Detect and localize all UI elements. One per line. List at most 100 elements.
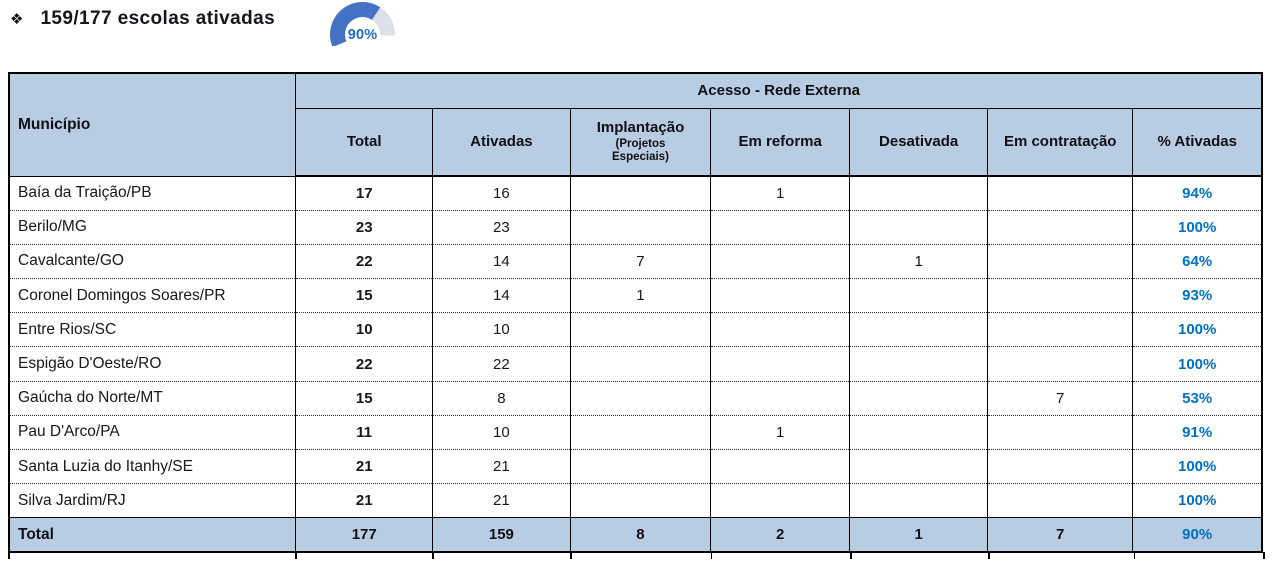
table-row: Santa Luzia do Itanhy/SE 21 21 100%: [8, 448, 1263, 484]
cell-total: 22: [295, 346, 433, 382]
cell-ativadas: 10: [431, 312, 571, 347]
cell-municipio: Entre Rios/SC: [8, 312, 297, 347]
total-cell-municipio: Total: [8, 517, 297, 552]
cell-desativada: [849, 483, 989, 518]
cell-municipio: Berilo/MG: [8, 209, 297, 245]
cell-em-reforma: [710, 312, 851, 347]
activation-gauge: 90%: [328, 0, 398, 46]
header-pct-ativadas: % Ativadas: [1132, 107, 1263, 177]
table-row: Coronel Domingos Soares/PR 15 14 1 93%: [8, 278, 1263, 313]
cell-ativadas: 14: [431, 278, 571, 313]
border-stub: [1133, 552, 1136, 559]
cell-total: 15: [295, 278, 433, 313]
page-title: 159/177 escolas ativadas: [40, 8, 276, 29]
title-row: ❖ 159/177 escolas ativadas: [10, 8, 275, 30]
cell-pct: 91%: [1132, 414, 1263, 450]
cell-ativadas: 14: [431, 243, 571, 279]
cell-em-contratacao: [987, 483, 1134, 518]
cell-desativada: [849, 176, 989, 211]
cell-implantacao: 7: [569, 243, 712, 279]
cell-em-contratacao: [987, 346, 1134, 382]
table-row: Espigão D'Oeste/RO 22 22 100%: [8, 346, 1263, 382]
cell-municipio: Espigão D'Oeste/RO: [8, 346, 297, 382]
cell-total: 15: [295, 380, 433, 416]
cell-pct: 100%: [1132, 209, 1263, 245]
cell-em-contratacao: [987, 448, 1134, 484]
table-foot: Total 177 159 8 2 1 7 90%: [8, 517, 1263, 552]
header-em-contratacao: Em contratação: [987, 107, 1134, 177]
cell-em-contratacao: [987, 312, 1134, 347]
border-stub: [570, 552, 572, 559]
cell-municipio: Baía da Traição/PB: [8, 176, 297, 211]
cell-implantacao: [569, 209, 712, 245]
header-em-reforma: Em reforma: [710, 107, 851, 177]
cell-em-reforma: [710, 380, 851, 416]
cell-pct: 94%: [1132, 176, 1263, 211]
group-header-row: Município Acesso - Rede Externa: [8, 72, 1263, 177]
header-ativadas: Ativadas: [431, 107, 571, 177]
cell-ativadas: 21: [431, 448, 571, 484]
cell-implantacao: [569, 176, 712, 211]
total-cell-desativada: 1: [849, 517, 989, 552]
cell-total: 11: [295, 414, 433, 450]
cell-total: 17: [295, 176, 433, 211]
cell-implantacao: [569, 312, 712, 347]
border-stub: [295, 552, 297, 559]
table-row: Cavalcante/GO 22 14 7 1 64%: [8, 243, 1263, 279]
cell-em-contratacao: [987, 243, 1134, 279]
cell-desativada: [849, 209, 989, 245]
cell-total: 22: [295, 243, 433, 279]
cell-pct: 100%: [1132, 483, 1263, 518]
cell-implantacao: [569, 414, 712, 450]
total-cell-em-reforma: 2: [710, 517, 851, 552]
total-cell-implantacao: 8: [569, 517, 712, 552]
cell-implantacao: [569, 483, 712, 518]
cell-desativada: [849, 312, 989, 347]
cell-em-contratacao: [987, 414, 1134, 450]
cell-desativada: [849, 448, 989, 484]
table-row: Entre Rios/SC 10 10 100%: [8, 312, 1263, 347]
total-cell-em-contratacao: 7: [987, 517, 1134, 552]
total-row: Total 177 159 8 2 1 7 90%: [8, 517, 1263, 552]
cell-desativada: [849, 414, 989, 450]
cell-pct: 100%: [1132, 346, 1263, 382]
cell-implantacao: [569, 380, 712, 416]
cell-em-contratacao: [987, 176, 1134, 211]
cell-pct: 53%: [1132, 380, 1263, 416]
cell-implantacao: 1: [569, 278, 712, 313]
border-stub: [710, 552, 713, 559]
table-bottom-stubs: [8, 552, 1265, 559]
cell-total: 10: [295, 312, 433, 347]
table-row: Baía da Traição/PB 17 16 1 94%: [8, 176, 1263, 211]
header-desativada: Desativada: [849, 107, 989, 177]
header-implantacao-main: Implantação: [596, 119, 685, 137]
table-row: Silva Jardim/RJ 21 21 100%: [8, 483, 1263, 518]
cell-em-reforma: [710, 278, 851, 313]
gauge-value: 90%: [347, 26, 378, 43]
cell-municipio: Coronel Domingos Soares/PR: [8, 278, 297, 313]
cell-desativada: 1: [849, 243, 989, 279]
cell-em-reforma: [710, 243, 851, 279]
cell-em-reforma: 1: [710, 176, 851, 211]
cell-municipio: Pau D'Arco/PA: [8, 414, 297, 450]
table-body: Baía da Traição/PB 17 16 1 94% Berilo/MG 23 23 1…: [8, 176, 1263, 518]
cell-desativada: [849, 380, 989, 416]
cell-desativada: [849, 278, 989, 313]
header-total: Total: [295, 107, 433, 177]
header-acesso-rede-externa: Acesso - Rede Externa: [295, 72, 1263, 109]
schools-table: Município Acesso - Rede Externa Total At…: [8, 72, 1263, 553]
border-stub: [1263, 552, 1265, 559]
cell-total: 21: [295, 483, 433, 518]
cell-em-reforma: 1: [710, 414, 851, 450]
cell-municipio: Santa Luzia do Itanhy/SE: [8, 448, 297, 484]
cell-em-contratacao: 7: [987, 380, 1134, 416]
cell-ativadas: 21: [431, 483, 571, 518]
table-row: Berilo/MG 23 23 100%: [8, 209, 1263, 245]
border-stub: [988, 552, 990, 559]
cell-em-reforma: [710, 483, 851, 518]
cell-em-reforma: [710, 448, 851, 484]
cell-implantacao: [569, 448, 712, 484]
cell-municipio: Silva Jardim/RJ: [8, 483, 297, 518]
cell-em-contratacao: [987, 209, 1134, 245]
total-cell-pct: 90%: [1132, 517, 1263, 552]
